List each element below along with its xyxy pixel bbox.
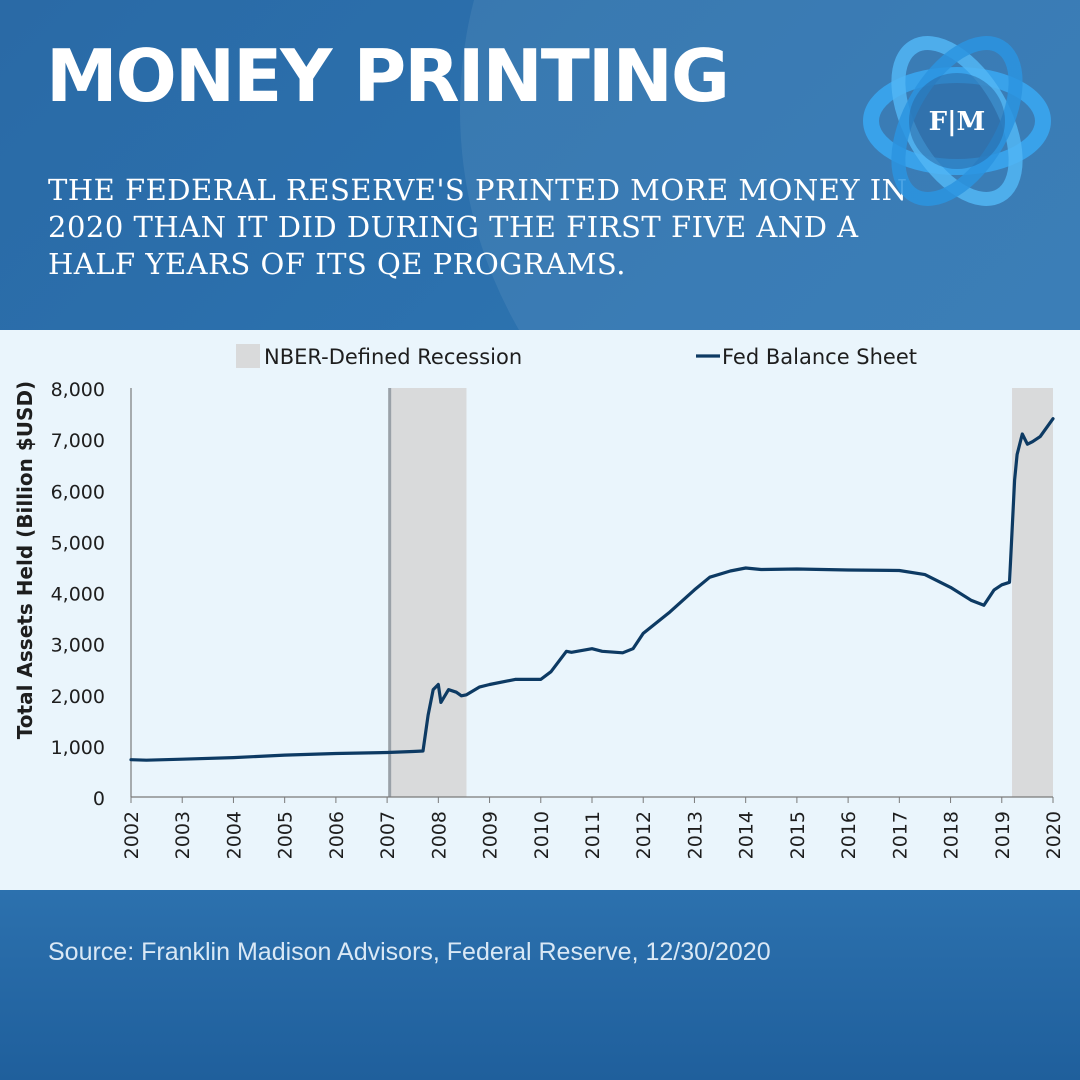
page-title: MONEY PRINTING xyxy=(46,34,730,118)
x-tick-label: 2017 xyxy=(889,811,911,859)
x-tick-label: 2013 xyxy=(684,811,706,859)
x-tick-label: 2012 xyxy=(633,811,655,859)
x-tick-label: 2019 xyxy=(992,811,1014,859)
page-subtitle: THE FEDERAL RESERVE'S PRINTED MORE MONEY… xyxy=(48,173,908,281)
fed-balance-sheet-line xyxy=(129,417,1055,762)
y-tick-label: 6,000 xyxy=(51,481,105,503)
recession-band xyxy=(1012,388,1053,797)
x-tick-label: 2006 xyxy=(326,811,348,859)
chart-legend: NBER-Defined Recession Fed Balance Sheet xyxy=(236,344,917,369)
chart-panel: 0 1,000 2,000 3,000 4,000 5,000 6,000 7,000 8,00… xyxy=(0,330,1080,890)
x-tick-label: 2020 xyxy=(1043,811,1065,859)
x-tick-label: 2003 xyxy=(172,811,194,859)
y-tick-label: 3,000 xyxy=(51,635,105,657)
y-tick-label: 1,000 xyxy=(51,737,105,759)
y-tick-label: 7,000 xyxy=(51,430,105,452)
recession-layer xyxy=(388,388,1053,797)
recession-band xyxy=(389,388,467,797)
x-tick-label: 2016 xyxy=(838,811,860,859)
y-tick-label: 2,000 xyxy=(51,686,105,708)
x-tick-label: 2010 xyxy=(531,811,553,859)
y-axis-label: Total Assets Held (Billion $USD) xyxy=(13,381,37,739)
x-tick-label: 2011 xyxy=(582,811,604,859)
y-tick-label: 5,000 xyxy=(51,532,105,554)
x-tick-label: 2007 xyxy=(377,811,399,859)
y-tick-label: 4,000 xyxy=(51,584,105,606)
balance-sheet-chart: 0 1,000 2,000 3,000 4,000 5,000 6,000 7,000 8,00… xyxy=(13,344,1065,859)
x-tick-label: 2005 xyxy=(275,811,297,859)
x-tick-label: 2009 xyxy=(480,811,502,859)
x-tick-label: 2004 xyxy=(223,811,245,859)
axes-layer: 0 1,000 2,000 3,000 4,000 5,000 6,000 7,000 8,00… xyxy=(51,379,1065,859)
footer-band xyxy=(0,890,1080,1080)
x-tick-label: 2018 xyxy=(941,811,963,859)
logo-text: F|M xyxy=(929,107,986,137)
x-tick-label: 2002 xyxy=(121,811,143,859)
source-note: Source: Franklin Madison Advisors, Feder… xyxy=(48,938,771,966)
ribbon-logo-icon: F|M xyxy=(863,36,1051,206)
y-tick-label: 8,000 xyxy=(51,379,105,401)
x-tick-label: 2008 xyxy=(428,811,450,859)
legend-label-recession: NBER-Defined Recession xyxy=(264,345,522,369)
x-tick-label: 2014 xyxy=(736,811,758,859)
x-tick-label: 2015 xyxy=(787,811,809,859)
legend-label-line: Fed Balance Sheet xyxy=(722,345,917,369)
y-tick-label: 0 xyxy=(93,788,105,810)
legend-swatch-recession xyxy=(236,344,260,368)
series-layer xyxy=(129,417,1055,762)
